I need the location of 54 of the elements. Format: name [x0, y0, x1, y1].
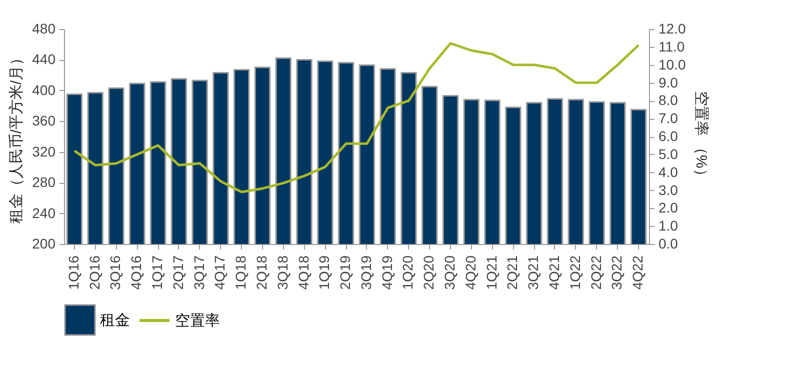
- x-tick-label: 1Q19: [316, 255, 332, 290]
- y-tick-label: 440: [32, 51, 56, 68]
- y2-tick-label: 11.0: [658, 38, 685, 54]
- x-tick-label: 3Q18: [274, 255, 290, 290]
- y2-tick-label: 3.0: [658, 182, 678, 198]
- x-tick-label: 1Q20: [400, 255, 416, 290]
- x-tick-label: 3Q17: [190, 255, 207, 290]
- x-tick-label: 4Q17: [212, 255, 228, 290]
- x-tick-label: 3Q20: [442, 255, 458, 290]
- x-tick-label: 4Q22: [630, 255, 646, 290]
- x-tick-label: 2Q19: [337, 255, 354, 290]
- y2-tick-label: 10.0: [658, 56, 686, 72]
- x-tick-label: 3Q21: [525, 255, 542, 290]
- x-tick-label: 2Q20: [420, 255, 437, 290]
- x-tick-label: 1Q17: [149, 255, 166, 290]
- x-tick-label: 3Q22: [608, 255, 625, 290]
- y2-tick-label: 6.0: [658, 128, 678, 144]
- y-tick-label: 480: [32, 20, 56, 36]
- x-tick-label: 4Q21: [546, 255, 562, 290]
- y-tick-label: 400: [32, 82, 56, 98]
- x-tick-label: 1Q18: [232, 255, 249, 290]
- y-tick-label: 200: [32, 236, 56, 252]
- x-tick-label: 3Q19: [358, 255, 374, 290]
- x-tick-label: 1Q21: [483, 255, 500, 290]
- y-tick-label: 240: [32, 204, 56, 221]
- x-tick-label: 2Q16: [86, 255, 102, 290]
- y2-tick-label: 0.0: [658, 236, 678, 252]
- x-tick-label: 4Q16: [128, 255, 144, 290]
- y2-tick-label: 12.0: [658, 20, 686, 36]
- legend-label: 空置率: [175, 312, 220, 330]
- y2-tick-label: 2.0: [658, 200, 678, 216]
- x-tick-label: 4Q20: [462, 255, 478, 290]
- x-tick-label: 1Q22: [566, 255, 583, 290]
- y2-tick-label: 4.0: [658, 164, 678, 180]
- x-tick-label: 3Q16: [107, 255, 124, 290]
- y2-tick-label: 1.0: [658, 218, 678, 234]
- x-tick-label: 2Q21: [504, 255, 520, 290]
- y2-tick-label: 8.0: [658, 92, 678, 108]
- x-tick-label: 4Q19: [378, 255, 395, 290]
- line-series: [73, 42, 640, 194]
- x-tick-label: 2Q17: [170, 255, 186, 290]
- y-axis-title: 租金（人民币/平方米/月）: [8, 50, 26, 224]
- x-tick-label: 4Q18: [295, 255, 312, 290]
- x-tick-label: 2Q18: [253, 255, 270, 290]
- y-tick-label: 280: [32, 174, 56, 190]
- legend-label: 租金: [100, 312, 130, 329]
- x-tick-label: 2Q22: [588, 255, 604, 290]
- y2-axis-title: 空置率 （%）: [692, 90, 710, 184]
- y-tick-label: 360: [32, 112, 56, 129]
- x-tick-label: 1Q16: [65, 255, 82, 290]
- y-tick-label: 320: [32, 143, 56, 160]
- y2-tick-label: 5.0: [658, 146, 678, 162]
- y2-tick-label: 9.0: [658, 74, 678, 90]
- y2-tick-label: 7.0: [658, 110, 678, 126]
